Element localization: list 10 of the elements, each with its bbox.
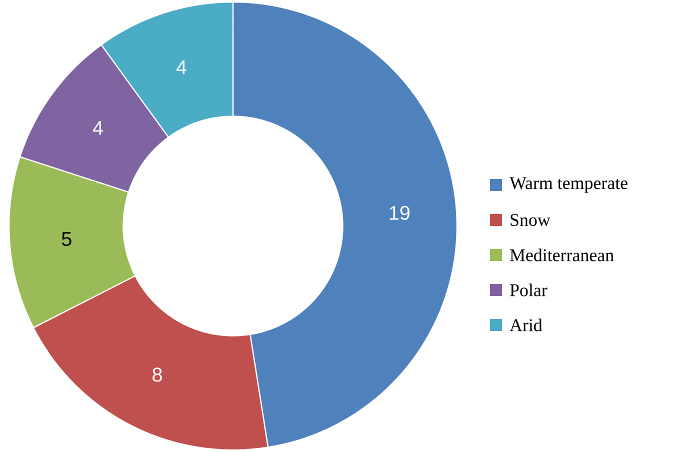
legend-label: Warm temperate [510,177,628,193]
data-label: 4 [92,121,103,135]
data-label: 5 [62,232,72,246]
legend-label: Polar [510,284,548,296]
data-label: 19 [390,206,410,220]
legend-label: Snow [510,214,550,226]
data-label: 8 [152,368,162,382]
legend-label: Mediterranean [510,248,614,262]
legend-label: Arid [510,318,542,332]
data-label: 4 [176,60,186,74]
